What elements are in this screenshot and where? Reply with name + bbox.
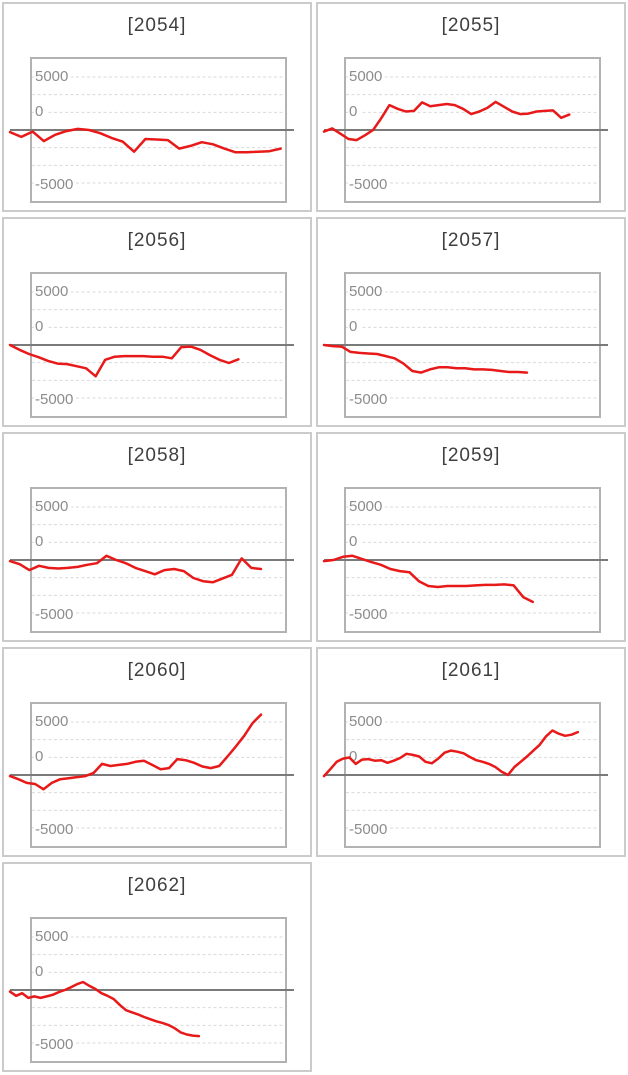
y-axis-label-0: 0 — [34, 963, 47, 980]
y-axis-label-minus5000: -5000 — [34, 1036, 77, 1053]
chart-title: [2062] — [127, 875, 187, 896]
y-axis-label-minus5000: -5000 — [34, 391, 77, 408]
chart-panel-2057: [2057] 5000 0 -5000 — [316, 217, 626, 427]
y-axis-label-minus5000: -5000 — [34, 606, 77, 623]
chart-panel-2056: [2056] 5000 0 -5000 — [2, 217, 312, 427]
chart-panel-2060: [2060] 5000 0 -5000 — [2, 647, 312, 857]
chart-panel-2059: [2059] 5000 0 -5000 — [316, 432, 626, 642]
chart-title: [2058] — [127, 445, 187, 466]
y-axis-label-0: 0 — [348, 748, 361, 765]
y-axis-label-0: 0 — [34, 748, 47, 765]
y-axis-label-minus5000: -5000 — [348, 606, 391, 623]
y-axis-label-0: 0 — [34, 533, 47, 550]
chart-title: [2060] — [127, 660, 187, 681]
chart-panel-2054: [2054] 5000 0 -5000 — [2, 2, 312, 212]
y-axis-label-minus5000: -5000 — [348, 821, 391, 838]
y-axis-label-5000: 5000 — [348, 283, 386, 300]
chart-panel-2061: [2061] 5000 0 -5000 — [316, 647, 626, 857]
y-axis-label-minus5000: -5000 — [34, 821, 77, 838]
chart-title: [2057] — [441, 230, 501, 251]
y-axis-label-5000: 5000 — [34, 498, 72, 515]
y-axis-label-0: 0 — [348, 103, 361, 120]
y-axis-label-5000: 5000 — [348, 713, 386, 730]
y-axis-label-minus5000: -5000 — [348, 391, 391, 408]
chart-title: [2061] — [441, 660, 501, 681]
y-axis-label-5000: 5000 — [34, 928, 72, 945]
chart-title: [2055] — [441, 15, 501, 36]
y-axis-label-5000: 5000 — [34, 283, 72, 300]
chart-panel-2055: [2055] 5000 0 -5000 — [316, 2, 626, 212]
y-axis-label-0: 0 — [348, 318, 361, 335]
y-axis-label-5000: 5000 — [34, 68, 72, 85]
chart-panel-2062: [2062] 5000 0 -5000 — [2, 862, 312, 1072]
y-axis-label-minus5000: -5000 — [34, 176, 77, 193]
chart-title: [2054] — [127, 15, 187, 36]
y-axis-label-0: 0 — [34, 103, 47, 120]
chart-title: [2059] — [441, 445, 501, 466]
y-axis-label-0: 0 — [348, 533, 361, 550]
y-axis-label-5000: 5000 — [348, 498, 386, 515]
y-axis-label-5000: 5000 — [348, 68, 386, 85]
y-axis-label-5000: 5000 — [34, 713, 72, 730]
chart-title: [2056] — [127, 230, 187, 251]
y-axis-label-minus5000: -5000 — [348, 176, 391, 193]
chart-panel-2058: [2058] 5000 0 -5000 — [2, 432, 312, 642]
y-axis-label-0: 0 — [34, 318, 47, 335]
